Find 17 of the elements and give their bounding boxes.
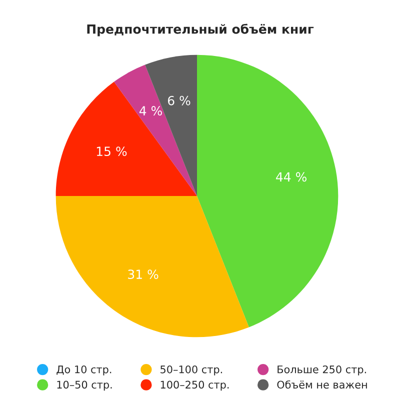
data-label: 44 %: [276, 172, 306, 182]
legend-label: Объём не важен: [277, 380, 367, 389]
legend-label: Больше 250 стр.: [278, 365, 366, 376]
legend-label: 10–50 стр.: [57, 380, 112, 391]
pie-slice: [197, 54, 338, 328]
pie-slice: [114, 64, 197, 196]
data-label: 4 %: [139, 106, 162, 116]
pie-slice: [56, 196, 249, 338]
legend-label: До 10 стр.: [56, 365, 112, 376]
legend-label: 50–100 стр.: [160, 365, 222, 376]
chart-title: Предпочтительный объём книг: [87, 24, 314, 36]
legend-label: 100–250 стр.: [160, 380, 229, 391]
pie-slice: [145, 54, 197, 196]
pie-slice: [56, 82, 197, 196]
data-label: 31 %: [128, 270, 158, 280]
data-label: 6 %: [168, 96, 190, 106]
data-label: 15 %: [96, 146, 127, 156]
